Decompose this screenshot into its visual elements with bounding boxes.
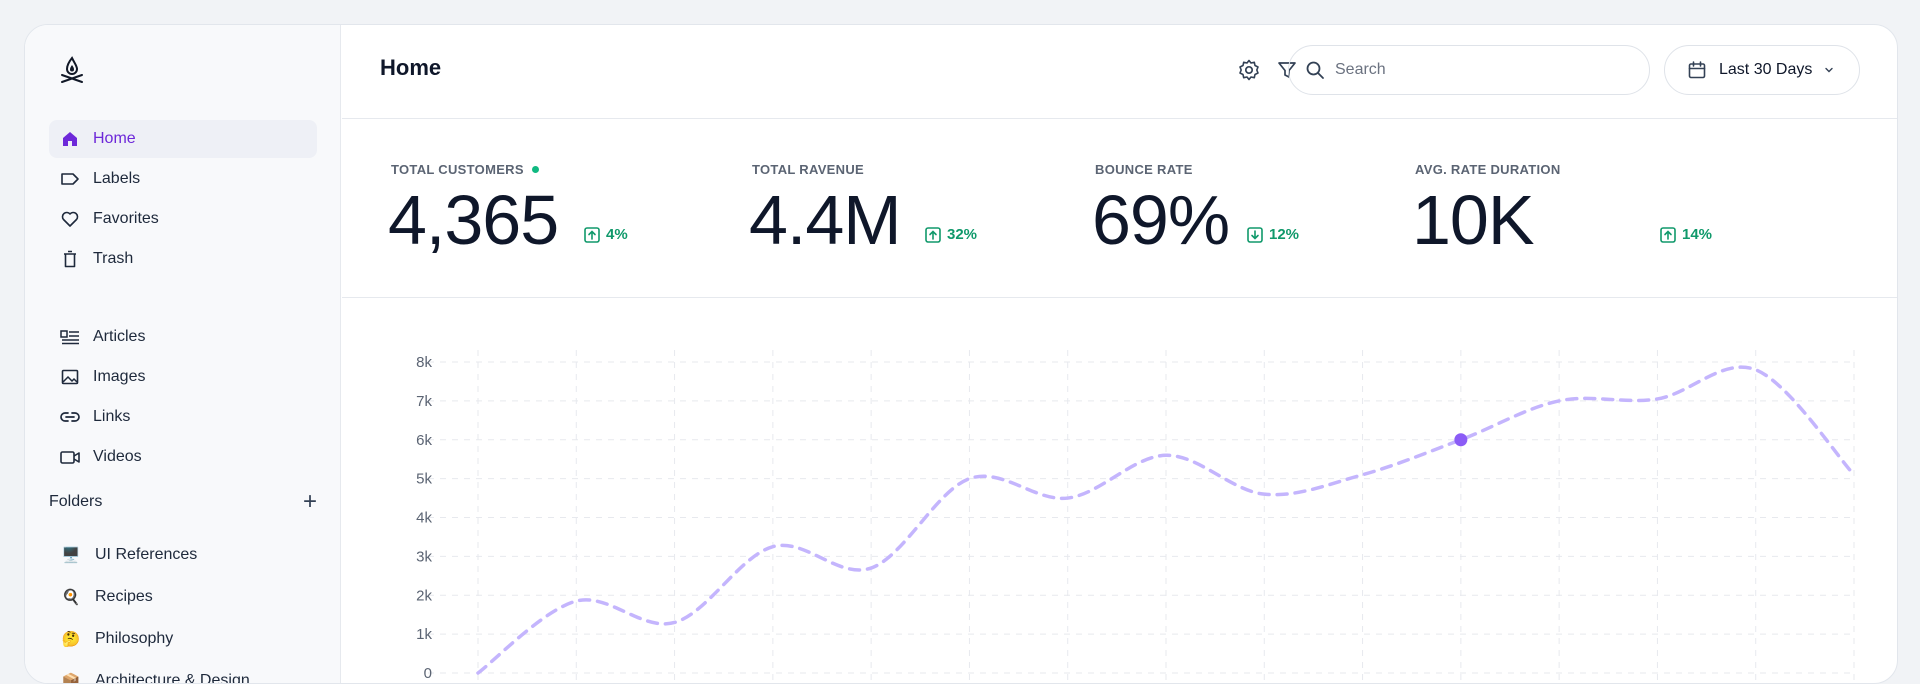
- arrow-up-box-icon: [1660, 226, 1676, 243]
- sidebar-item-label: Favorites: [93, 210, 159, 227]
- sidebar-item-articles[interactable]: Articles: [49, 318, 317, 356]
- change-badge: 4%: [584, 226, 628, 243]
- y-tick-label: 8k: [416, 354, 432, 371]
- thinking-face-emoji-icon: 🤔: [61, 631, 81, 648]
- change-value: 32%: [947, 226, 978, 243]
- secondary-nav: Articles Images Links Videos: [49, 318, 317, 478]
- folder-item-recipes[interactable]: 🍳 Recipes: [49, 577, 317, 617]
- date-range-dropdown[interactable]: Last 30 Days: [1664, 45, 1860, 95]
- sidebar-item-labels[interactable]: Labels: [49, 160, 317, 198]
- video-icon: [59, 446, 81, 468]
- arrow-up-box-icon: [925, 226, 941, 243]
- home-icon: [59, 128, 81, 150]
- live-status-dot: [531, 166, 539, 173]
- stat-label: BOUNCE RATE: [1095, 162, 1193, 177]
- stat-avg-rate-duration: AVG. RATE DURATION 10K 14%: [1412, 162, 1712, 259]
- arrow-down-box-icon: [1247, 226, 1263, 243]
- calendar-icon: [1687, 60, 1707, 80]
- date-range-label: Last 30 Days: [1719, 61, 1813, 78]
- sidebar-item-images[interactable]: Images: [49, 358, 317, 396]
- settings-gear-icon[interactable]: [1236, 57, 1262, 83]
- sidebar-item-label: Labels: [93, 170, 141, 187]
- sidebar-item-favorites[interactable]: Favorites: [49, 200, 317, 238]
- primary-nav: Home Labels Favorites Trash: [49, 120, 317, 280]
- stat-value: 4.4M: [749, 181, 902, 259]
- change-value: 14%: [1682, 226, 1713, 243]
- stat-label: TOTAL RAVENUE: [752, 162, 865, 177]
- folders-header: Folders +: [49, 487, 317, 517]
- sidebar: Home Labels Favorites Trash: [25, 25, 341, 683]
- sidebar-item-label: Images: [93, 368, 146, 385]
- top-bar: Home Last 30 Days: [342, 25, 1897, 119]
- folder-label: Philosophy: [95, 630, 174, 647]
- sidebar-item-label: Trash: [93, 250, 134, 267]
- y-tick-label: 2k: [416, 587, 432, 604]
- sidebar-item-home[interactable]: Home: [49, 120, 317, 158]
- folder-item-philosophy[interactable]: 🤔 Philosophy: [49, 619, 317, 659]
- app-window: Home Labels Favorites Trash: [24, 24, 1898, 684]
- articles-icon: [59, 326, 81, 348]
- y-tick-label: 7k: [416, 393, 432, 410]
- main-content: Home Last 30 Days: [342, 25, 1897, 683]
- stat-label: TOTAL CUSTOMERS: [391, 162, 539, 177]
- change-value: 4%: [606, 226, 628, 243]
- stat-value: 10K: [1412, 181, 1535, 259]
- folder-item-architecture[interactable]: 📦 Architecture & Design: [49, 661, 317, 684]
- label-icon: [59, 168, 81, 190]
- y-tick-label: 0: [424, 665, 432, 682]
- folders-list: 🖥️ UI References 🍳 Recipes 🤔 Philosophy …: [49, 535, 317, 684]
- sidebar-item-label: Home: [93, 130, 136, 147]
- link-icon: [59, 406, 81, 428]
- folders-title: Folders: [49, 493, 103, 510]
- stat-value: 4,365: [388, 181, 559, 259]
- y-tick-label: 6k: [416, 432, 432, 449]
- chevron-down-icon: [1824, 65, 1834, 75]
- computer-emoji-icon: 🖥️: [61, 547, 81, 564]
- sidebar-item-label: Articles: [93, 328, 146, 345]
- y-tick-label: 3k: [416, 548, 432, 565]
- page-title: Home: [380, 55, 442, 80]
- stat-total-customers: TOTAL CUSTOMERS 4,365 4%: [388, 162, 628, 259]
- folder-label: UI References: [95, 546, 198, 563]
- sidebar-item-videos[interactable]: Videos: [49, 438, 317, 476]
- sidebar-item-trash[interactable]: Trash: [49, 240, 317, 278]
- folder-label: Architecture & Design: [95, 672, 250, 684]
- y-tick-label: 5k: [416, 471, 432, 488]
- heart-icon: [59, 208, 81, 230]
- search-input[interactable]: [1335, 61, 1615, 79]
- stats-row: TOTAL CUSTOMERS 4,365 4% TOTAL RAVENUE 4…: [342, 120, 1897, 298]
- trash-icon: [59, 248, 81, 270]
- folder-label: Recipes: [95, 588, 153, 605]
- folder-item-ui-references[interactable]: 🖥️ UI References: [49, 535, 317, 575]
- highlighted-data-point: [1454, 433, 1468, 447]
- image-icon: [59, 366, 81, 388]
- change-badge: 14%: [1660, 226, 1712, 243]
- change-badge: 12%: [1247, 226, 1299, 243]
- line-chart: 8k 7k 6k 5k 4k 3k 2k 1k 0: [416, 350, 1856, 683]
- series-line: [476, 365, 1856, 675]
- sidebar-item-links[interactable]: Links: [49, 398, 317, 436]
- add-folder-icon[interactable]: +: [302, 488, 317, 515]
- stat-label: AVG. RATE DURATION: [1415, 162, 1561, 177]
- stat-value: 69%: [1092, 181, 1230, 259]
- change-value: 12%: [1269, 226, 1300, 243]
- stat-bounce-rate: BOUNCE RATE 69% 12%: [1092, 162, 1299, 259]
- arrow-up-box-icon: [584, 226, 600, 243]
- search-box[interactable]: [1288, 45, 1650, 95]
- campfire-logo-icon[interactable]: [57, 55, 87, 85]
- y-tick-label: 4k: [416, 510, 432, 527]
- sidebar-item-label: Videos: [93, 448, 142, 465]
- frying-pan-emoji-icon: 🍳: [61, 589, 81, 606]
- search-icon: [1305, 60, 1325, 80]
- stat-total-revenue: TOTAL RAVENUE 4.4M 32%: [749, 162, 977, 259]
- change-badge: 32%: [925, 226, 977, 243]
- box-emoji-icon: 📦: [61, 673, 81, 684]
- sidebar-item-label: Links: [93, 408, 131, 425]
- y-tick-label: 1k: [416, 626, 432, 643]
